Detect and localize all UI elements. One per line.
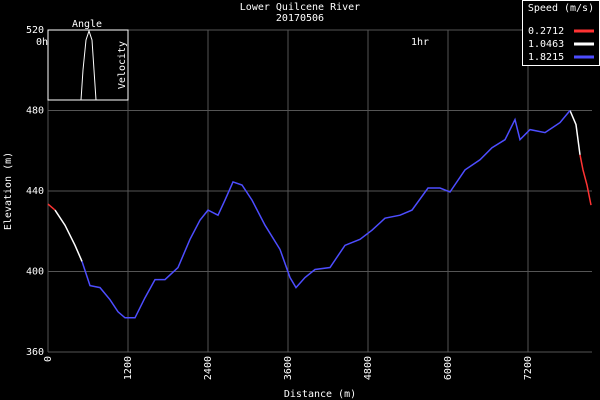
legend-label: 1.0463 xyxy=(528,39,564,50)
x-tick-label: 3600 xyxy=(283,356,294,380)
y-tick-label: 400 xyxy=(26,267,44,278)
y-tick-label: 480 xyxy=(26,106,44,117)
legend-label: 0.2712 xyxy=(528,26,564,37)
inset-y-label: Velocity xyxy=(117,41,128,89)
inset-curve xyxy=(80,29,97,101)
lines xyxy=(47,110,592,319)
x-tick-label: 4800 xyxy=(363,356,374,380)
y-tick-label: 360 xyxy=(26,347,44,358)
time-marker: 1hr xyxy=(411,37,429,48)
x-tick-label: 0 xyxy=(43,356,54,362)
inset: Angle Velocity xyxy=(47,19,129,101)
speed-line xyxy=(81,110,571,319)
y-tick-label: 440 xyxy=(26,186,44,197)
x-tick-label: 6000 xyxy=(443,356,454,380)
chart-title: Lower Quilcene River xyxy=(240,2,360,13)
inset-frame xyxy=(47,29,129,101)
speed-line xyxy=(47,154,592,211)
y-axis-label: Elevation (m) xyxy=(3,152,14,230)
legend-title: Speed (m/s) xyxy=(528,3,594,14)
legend-label: 1.8215 xyxy=(528,52,564,63)
time-marker: 0h xyxy=(36,37,48,48)
inset-x-label: Angle xyxy=(72,19,102,30)
x-tick-label: 2400 xyxy=(203,356,214,380)
chart-subtitle: 20170506 xyxy=(276,13,324,24)
speed-line xyxy=(54,110,581,262)
x-axis-label: Distance (m) xyxy=(284,389,356,400)
legend: Speed (m/s) 0.2712 1.0463 1.8215 xyxy=(522,0,600,66)
x-tick-label: 7200 xyxy=(523,356,534,380)
x-tick-label: 1200 xyxy=(123,356,134,380)
y-tick-label: 520 xyxy=(26,25,44,36)
